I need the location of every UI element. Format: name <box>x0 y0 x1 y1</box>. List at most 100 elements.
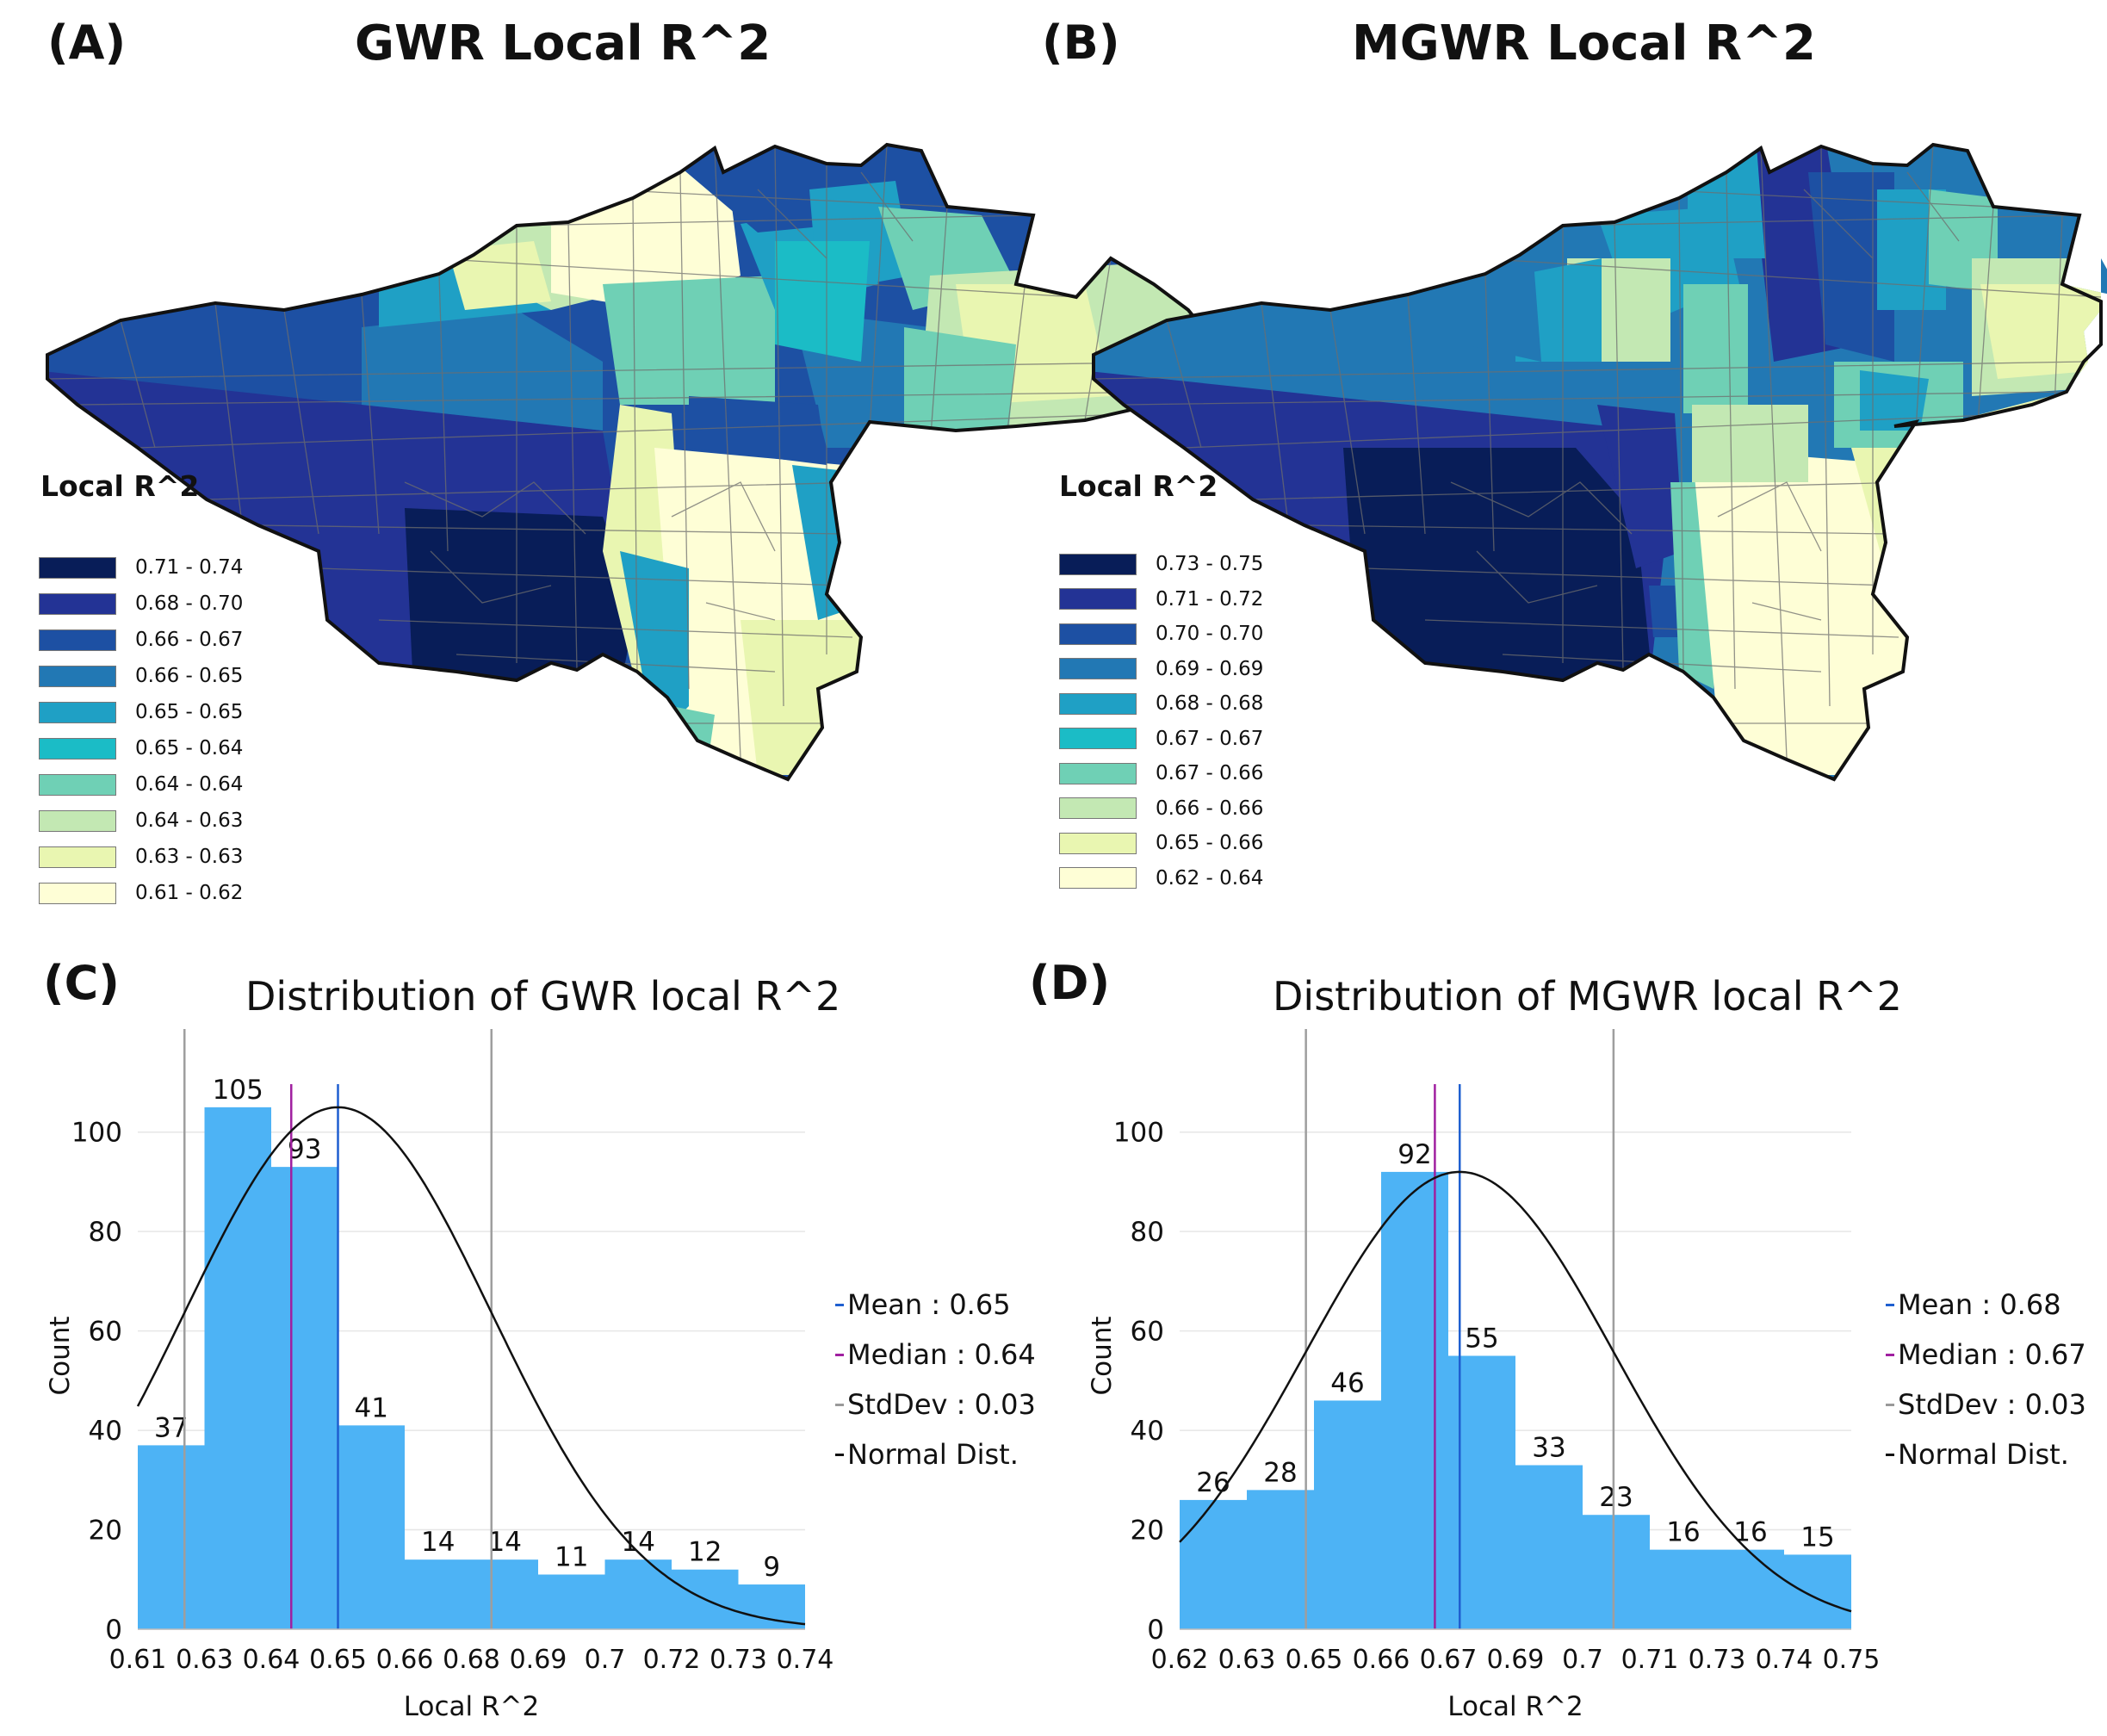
stats-legend-c: Mean : 0.65 Median : 0.64 StdDev : 0.03 Nor… <box>835 1280 1036 1479</box>
bar-value-label: 33 <box>1532 1433 1565 1464</box>
legend-range: 0.71 - 0.72 <box>1156 587 1264 611</box>
legend-item: 0.69 - 0.69 <box>1059 652 1263 687</box>
bar-value-label: 41 <box>355 1392 388 1423</box>
map-title-a: GWR Local R^2 <box>355 16 772 71</box>
bar-value-label: 28 <box>1263 1457 1297 1488</box>
bar-value-label: 16 <box>1733 1517 1767 1548</box>
x-tick-label: 0.63 <box>1218 1645 1276 1675</box>
legend-swatch <box>39 629 116 651</box>
legend-item: 0.67 - 0.66 <box>1059 756 1263 791</box>
bar-value-label: 15 <box>1800 1522 1834 1553</box>
legend-range: 0.73 - 0.75 <box>1156 553 1264 576</box>
x-tick-label: 0.73 <box>710 1645 767 1675</box>
legend-a: 0.71 - 0.74 0.68 - 0.70 0.66 - 0.67 0.66 - … <box>39 549 243 911</box>
legend-swatch <box>1059 553 1137 575</box>
map-a-outline <box>46 142 1215 782</box>
stat-legend-label: Median : 0.67 <box>1898 1338 2086 1371</box>
stat-legend-label: Mean : 0.65 <box>847 1288 1011 1321</box>
panel-label-c: (C) <box>43 956 120 1010</box>
legend-swatch <box>39 556 116 579</box>
legend-range: 0.64 - 0.63 <box>135 809 244 832</box>
stat-legend-label: StdDev : 0.03 <box>847 1388 1036 1421</box>
x-tick-label: 0.72 <box>643 1645 701 1675</box>
histogram-bar <box>471 1559 538 1629</box>
legend-swatch <box>1059 623 1137 645</box>
normal-curve <box>1179 1170 1852 1613</box>
stat-legend-label: Normal Dist. <box>1898 1438 2069 1471</box>
bar-value-label: 23 <box>1599 1482 1633 1513</box>
legend-swatch <box>39 592 116 615</box>
x-tick-label: 0.68 <box>443 1645 500 1675</box>
legend-range: 0.66 - 0.67 <box>135 629 244 651</box>
legend-range: 0.67 - 0.67 <box>1156 727 1264 750</box>
legend-range: 0.63 - 0.63 <box>135 846 244 868</box>
stat-legend-marker <box>1886 1403 1894 1406</box>
legend-swatch <box>39 773 116 796</box>
stat-legend-item: StdDev : 0.03 <box>835 1380 1036 1429</box>
legend-item: 0.65 - 0.66 <box>1059 826 1263 861</box>
legend-swatch <box>1059 658 1137 680</box>
x-tick-label: 0.65 <box>1286 1645 1343 1675</box>
bar-value-label: 11 <box>555 1542 588 1573</box>
legend-item: 0.64 - 0.63 <box>39 803 243 839</box>
x-tick-label: 0.63 <box>176 1645 233 1675</box>
legend-range: 0.67 - 0.66 <box>1156 762 1264 785</box>
histogram-bar <box>1717 1549 1784 1629</box>
stat-legend-label: Median : 0.64 <box>847 1338 1036 1371</box>
bar-value-label: 92 <box>1397 1139 1431 1170</box>
x-tick-label: 0.64 <box>243 1645 301 1675</box>
histogram-bar <box>538 1574 605 1629</box>
hist-title-c: Distribution of GWR local R^2 <box>245 973 841 1020</box>
legend-item: 0.66 - 0.65 <box>39 658 243 694</box>
map-title-b: MGWR Local R^2 <box>1352 16 1816 71</box>
histogram-bar <box>204 1107 271 1629</box>
legend-swatch <box>1059 728 1137 750</box>
stat-legend-item: Normal Dist. <box>1886 1429 2086 1479</box>
x-tick-label: 0.73 <box>1689 1645 1746 1675</box>
legend-range: 0.68 - 0.70 <box>135 592 244 615</box>
stat-legend-marker <box>835 1453 844 1456</box>
stat-legend-marker <box>1886 1303 1894 1306</box>
maps-layer <box>46 142 2107 782</box>
legend-swatch <box>39 701 116 723</box>
x-tick-label: 0.74 <box>777 1645 834 1675</box>
legend-item: 0.64 - 0.64 <box>39 766 243 803</box>
legend-item: 0.71 - 0.74 <box>39 549 243 586</box>
y-tick-label: 0 <box>1147 1615 1164 1646</box>
y-axis-label: Count <box>45 1316 76 1395</box>
legend-item: 0.68 - 0.68 <box>1059 686 1263 722</box>
histogram-bar <box>738 1584 805 1629</box>
stat-legend-marker <box>835 1303 844 1306</box>
legend-range: 0.65 - 0.65 <box>135 701 244 723</box>
x-axis-label: Local R^2 <box>404 1691 539 1722</box>
bar-value-label: 93 <box>288 1134 321 1165</box>
x-tick-label: 0.66 <box>1353 1645 1410 1675</box>
normal-curve <box>136 1106 806 1626</box>
stat-legend-item: StdDev : 0.03 <box>1886 1380 2086 1429</box>
y-tick-label: 100 <box>1113 1118 1164 1149</box>
legend-range: 0.64 - 0.64 <box>135 773 244 796</box>
stat-legend-marker <box>835 1353 844 1356</box>
y-tick-label: 80 <box>1131 1217 1164 1248</box>
histogram-bar <box>1650 1549 1717 1629</box>
legend-range: 0.68 - 0.68 <box>1156 692 1264 716</box>
hist-title-d: Distribution of MGWR local R^2 <box>1273 973 1902 1020</box>
x-tick-label: 0.71 <box>1621 1645 1679 1675</box>
stat-legend-label: StdDev : 0.03 <box>1898 1388 2086 1421</box>
legend-swatch <box>1059 692 1137 715</box>
bar-value-label: 9 <box>763 1552 780 1583</box>
histogram-bar <box>405 1559 472 1629</box>
stat-legend-marker <box>1886 1453 1894 1456</box>
legend-swatch <box>39 846 116 868</box>
x-tick-label: 0.66 <box>376 1645 434 1675</box>
bar-value-label: 37 <box>154 1412 188 1443</box>
legend-item: 0.66 - 0.66 <box>1059 791 1263 827</box>
legend-swatch <box>1059 588 1137 611</box>
legend-range: 0.66 - 0.65 <box>135 665 244 687</box>
legend-item: 0.63 - 0.63 <box>39 839 243 875</box>
y-axis-label: Count <box>1087 1316 1118 1395</box>
histogram-bar <box>138 1445 205 1629</box>
y-tick-label: 40 <box>1131 1416 1164 1447</box>
legend-range: 0.70 - 0.70 <box>1156 623 1264 646</box>
